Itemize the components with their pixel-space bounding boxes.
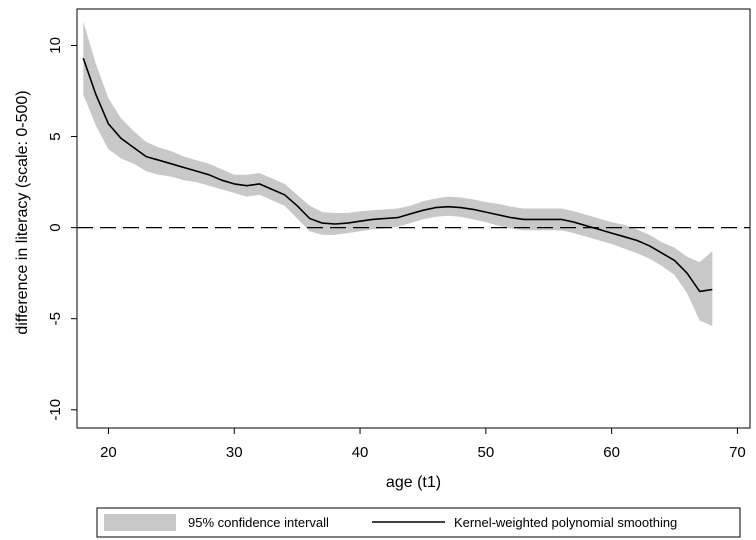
legend-line-label: Kernel-weighted polynomial smoothing bbox=[454, 515, 677, 530]
x-tick-label: 30 bbox=[226, 444, 243, 461]
x-tick-label: 50 bbox=[477, 444, 494, 461]
y-axis-title: difference in literacy (scale: 0-500) bbox=[14, 90, 31, 334]
x-tick-label: 40 bbox=[352, 444, 369, 461]
x-tick-label: 20 bbox=[100, 444, 117, 461]
legend: 95% confidence intervall Kernel-weighted … bbox=[96, 507, 741, 538]
y-tick-label: 0 bbox=[47, 223, 64, 231]
smoothing-line bbox=[82, 57, 713, 293]
plot-frame bbox=[76, 8, 751, 429]
y-tick-label: -10 bbox=[47, 399, 64, 421]
legend-band-swatch bbox=[104, 514, 176, 531]
plot-area bbox=[77, 21, 750, 327]
y-tick-label: 10 bbox=[47, 37, 64, 54]
legend-band-label: 95% confidence intervall bbox=[188, 515, 329, 530]
y-tick-label: -5 bbox=[47, 312, 64, 325]
x-tick-label: 60 bbox=[603, 444, 620, 461]
x-tick-label: 70 bbox=[729, 444, 746, 461]
y-tick-label: 5 bbox=[47, 132, 64, 140]
x-axis-title: age (t1) bbox=[386, 474, 441, 491]
confidence-band bbox=[83, 21, 713, 327]
